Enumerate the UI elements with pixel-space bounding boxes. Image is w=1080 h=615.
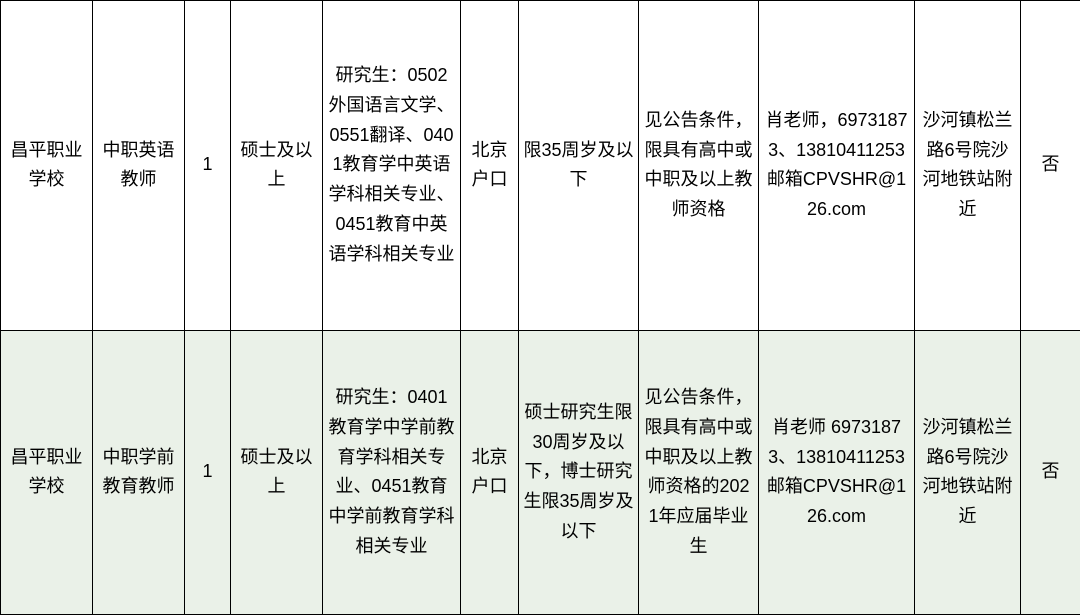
recruitment-table-container: 昌平职业学校 中职英语教师 1 硕士及以上 研究生：0502外国语言文学、055…	[0, 0, 1080, 615]
cell-degree: 硕士及以上	[231, 330, 323, 614]
cell-other: 见公告条件，限具有高中或中职及以上教师资格的2021年应届毕业生	[639, 330, 759, 614]
cell-school: 昌平职业学校	[1, 1, 93, 331]
cell-count: 1	[185, 330, 231, 614]
cell-exam: 否	[1021, 1, 1080, 331]
cell-major: 研究生：0502外国语言文学、0551翻译、0401教育学中英语学科相关专业、0…	[323, 1, 461, 331]
table-row: 昌平职业学校 中职学前教育教师 1 硕士及以上 研究生：0401教育学中学前教育…	[1, 330, 1080, 614]
cell-position: 中职英语教师	[93, 1, 185, 331]
cell-address: 沙河镇松兰路6号院沙河地铁站附近	[915, 330, 1021, 614]
cell-age: 硕士研究生限30周岁及以下，博士研究生限35周岁及以下	[519, 330, 639, 614]
cell-position: 中职学前教育教师	[93, 330, 185, 614]
cell-hukou: 北京户口	[461, 330, 519, 614]
cell-hukou: 北京户口	[461, 1, 519, 331]
cell-age: 限35周岁及以下	[519, 1, 639, 331]
table-row: 昌平职业学校 中职英语教师 1 硕士及以上 研究生：0502外国语言文学、055…	[1, 1, 1080, 331]
cell-count: 1	[185, 1, 231, 331]
cell-school: 昌平职业学校	[1, 330, 93, 614]
cell-other: 见公告条件，限具有高中或中职及以上教师资格	[639, 1, 759, 331]
cell-degree: 硕士及以上	[231, 1, 323, 331]
recruitment-table: 昌平职业学校 中职英语教师 1 硕士及以上 研究生：0502外国语言文学、055…	[0, 0, 1080, 615]
cell-address: 沙河镇松兰路6号院沙河地铁站附近	[915, 1, 1021, 331]
cell-contact: 肖老师 69731873、13810411253 邮箱CPVSHR@126.co…	[759, 330, 915, 614]
cell-major: 研究生：0401教育学中学前教育学科相关专业、0451教育中学前教育学科相关专业	[323, 330, 461, 614]
cell-contact: 肖老师，69731873、13810411253 邮箱CPVSHR@126.co…	[759, 1, 915, 331]
cell-exam: 否	[1021, 330, 1080, 614]
